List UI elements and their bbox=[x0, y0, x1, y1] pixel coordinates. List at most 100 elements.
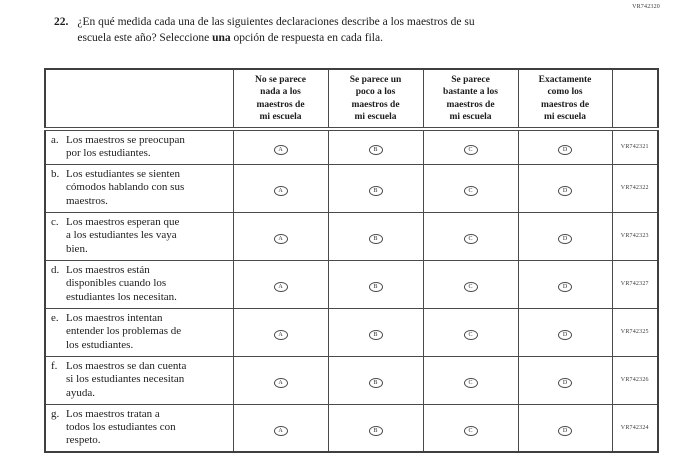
option-cell-d: D bbox=[517, 403, 613, 453]
answer-bubble-c[interactable]: C bbox=[463, 186, 478, 196]
row-letter: e. bbox=[51, 311, 59, 324]
answer-bubble-b[interactable]: B bbox=[368, 330, 383, 340]
row-letter: c. bbox=[51, 215, 59, 228]
option-cell-b: B bbox=[327, 128, 424, 165]
question-text: ¿En qué medida cada una de las siguiente… bbox=[77, 14, 474, 46]
answer-bubble-b[interactable]: B bbox=[368, 282, 383, 292]
answer-bubble-a[interactable]: A bbox=[273, 425, 288, 436]
row-code: VR742321 bbox=[611, 128, 659, 165]
column-header-exactly: Exactamente como los maestros de mi escu… bbox=[517, 68, 613, 131]
table-row: d. Los maestros están disponibles cuando … bbox=[44, 259, 659, 309]
row-statement-text: Los maestros intentan entender los probl… bbox=[66, 311, 182, 351]
row-statement-text: Los maestros tratan a todos los estudian… bbox=[66, 407, 176, 447]
answer-bubble-d[interactable]: D bbox=[558, 186, 572, 196]
question-line2-bold: una bbox=[212, 32, 231, 45]
answer-bubble-c[interactable]: C bbox=[463, 234, 478, 244]
table-row: g. Los maestros tratan a todos los estudi… bbox=[44, 403, 659, 453]
answer-bubble-a[interactable]: A bbox=[273, 234, 288, 244]
row-statement-text: Los maestros se dan cuenta si los estudi… bbox=[66, 359, 187, 399]
option-cell-d: D bbox=[517, 355, 613, 405]
answer-bubble-d[interactable]: D bbox=[558, 282, 572, 292]
option-cell-b: B bbox=[327, 403, 424, 453]
row-letter: a. bbox=[51, 133, 59, 146]
question-line1: ¿En qué medida cada una de las siguiente… bbox=[77, 16, 475, 28]
row-letter: d. bbox=[51, 263, 60, 276]
code-header-cell bbox=[611, 68, 659, 131]
table-body: a. Los maestros se preocupan por los estu… bbox=[44, 128, 659, 453]
option-cell-c: C bbox=[422, 163, 519, 213]
option-cell-a: A bbox=[232, 355, 329, 405]
table-row: e. Los maestros intentan entender los pro… bbox=[44, 307, 659, 357]
column-header-quite-a-bit: Se parece bastante a los maestros de mi … bbox=[422, 68, 519, 131]
answer-bubble-c[interactable]: C bbox=[463, 145, 478, 156]
option-cell-c: C bbox=[422, 128, 519, 165]
answer-bubble-b[interactable]: B bbox=[368, 378, 383, 388]
answer-bubble-d[interactable]: D bbox=[558, 145, 572, 156]
row-code: VR742323 bbox=[611, 211, 659, 261]
column-header-a-little: Se parece un poco a los maestros de mi e… bbox=[327, 68, 424, 131]
option-cell-b: B bbox=[327, 211, 424, 261]
question-line2-part1: escuela este año? Seleccione bbox=[77, 32, 213, 45]
option-cell-c: C bbox=[422, 355, 519, 405]
answer-bubble-c[interactable]: C bbox=[463, 425, 478, 436]
answer-bubble-c[interactable]: C bbox=[463, 330, 478, 340]
row-statement-text: Los estudiantes se sienten cómodos habla… bbox=[66, 167, 185, 207]
option-cell-d: D bbox=[517, 163, 613, 213]
option-cell-c: C bbox=[422, 403, 519, 453]
option-cell-b: B bbox=[327, 307, 424, 357]
row-statement-text: Los maestros se preocupan por los estudi… bbox=[66, 133, 185, 160]
answer-bubble-a[interactable]: A bbox=[273, 282, 288, 292]
answer-bubble-a[interactable]: A bbox=[273, 378, 288, 388]
answer-bubble-b[interactable]: B bbox=[368, 425, 383, 436]
answer-bubble-c[interactable]: C bbox=[463, 378, 478, 388]
column-header-not-at-all: No se parece nada a los maestros de mi e… bbox=[232, 68, 329, 131]
row-statement-cell: e. Los maestros intentan entender los pro… bbox=[44, 307, 234, 357]
row-statement-text: Los maestros esperan que a los estudiant… bbox=[66, 215, 180, 255]
row-code: VR742327 bbox=[611, 259, 659, 309]
option-cell-a: A bbox=[232, 403, 329, 453]
option-cell-a: A bbox=[232, 307, 329, 357]
row-statement-cell: g. Los maestros tratan a todos los estudi… bbox=[44, 403, 234, 453]
row-statement-cell: c. Los maestros esperan que a los estudia… bbox=[44, 211, 234, 261]
option-cell-b: B bbox=[327, 259, 424, 309]
row-letter: f. bbox=[51, 359, 58, 372]
form-code: VR742320 bbox=[632, 4, 660, 10]
answer-bubble-d[interactable]: D bbox=[558, 425, 572, 436]
row-statement-cell: a. Los maestros se preocupan por los estu… bbox=[44, 128, 234, 165]
row-statement-cell: f. Los maestros se dan cuenta si los estu… bbox=[44, 355, 234, 405]
option-cell-b: B bbox=[327, 355, 424, 405]
option-cell-c: C bbox=[422, 307, 519, 357]
row-statement-cell: b. Los estudiantes se sienten cómodos hab… bbox=[44, 163, 234, 213]
header-row: No se parece nada a los maestros de mi e… bbox=[44, 68, 659, 131]
answer-bubble-a[interactable]: A bbox=[273, 145, 288, 156]
row-code: VR742324 bbox=[611, 403, 659, 453]
answer-bubble-d[interactable]: D bbox=[558, 234, 572, 244]
answer-bubble-a[interactable]: A bbox=[273, 186, 288, 196]
row-statement-text: Los maestros están disponibles cuando lo… bbox=[66, 263, 177, 303]
answer-bubble-c[interactable]: C bbox=[463, 282, 478, 292]
question-number: 22. bbox=[54, 16, 69, 28]
option-cell-d: D bbox=[517, 211, 613, 261]
option-cell-c: C bbox=[422, 211, 519, 261]
option-cell-a: A bbox=[232, 259, 329, 309]
row-statement-cell: d. Los maestros están disponibles cuando … bbox=[44, 259, 234, 309]
option-cell-b: B bbox=[327, 163, 424, 213]
row-code: VR742322 bbox=[611, 163, 659, 213]
option-cell-c: C bbox=[422, 259, 519, 309]
answer-bubble-a[interactable]: A bbox=[273, 330, 288, 340]
question-block: 22. ¿En qué medida cada una de las sigui… bbox=[54, 14, 614, 46]
answer-bubble-d[interactable]: D bbox=[558, 378, 572, 388]
answer-bubble-d[interactable]: D bbox=[558, 330, 572, 340]
option-cell-a: A bbox=[232, 163, 329, 213]
response-table: No se parece nada a los maestros de mi e… bbox=[44, 68, 659, 453]
response-table-container: No se parece nada a los maestros de mi e… bbox=[44, 68, 659, 453]
row-code: VR742325 bbox=[611, 307, 659, 357]
option-cell-d: D bbox=[517, 128, 613, 165]
statement-header-cell bbox=[44, 68, 234, 131]
answer-bubble-b[interactable]: B bbox=[368, 145, 383, 156]
answer-bubble-b[interactable]: B bbox=[368, 186, 383, 196]
table-row: a. Los maestros se preocupan por los estu… bbox=[44, 128, 659, 165]
answer-bubble-b[interactable]: B bbox=[368, 234, 383, 244]
question-line2-part2: opción de respuesta en cada fila. bbox=[230, 32, 383, 45]
